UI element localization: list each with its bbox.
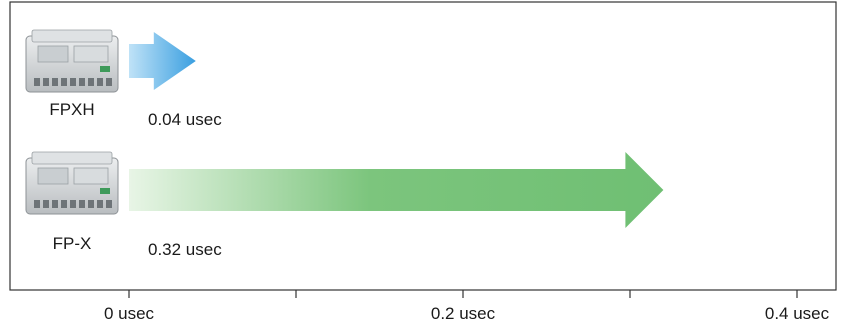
x-tick-label: 0.2 usec	[431, 304, 496, 323]
plc-unit-icon	[25, 29, 119, 93]
speed-bar-fp-x	[129, 152, 664, 228]
value-label-fpxh: 0.04 usec	[148, 110, 222, 129]
device-label-fp-x: FP-X	[53, 234, 92, 253]
x-tick-label: 0 usec	[104, 304, 155, 323]
plc-unit-icon	[25, 151, 119, 215]
x-tick-label: 0.4 usec	[765, 304, 830, 323]
device-label-fpxh: FPXH	[49, 100, 94, 119]
speed-bar-fpxh	[129, 32, 196, 90]
value-label-fp-x: 0.32 usec	[148, 240, 222, 259]
